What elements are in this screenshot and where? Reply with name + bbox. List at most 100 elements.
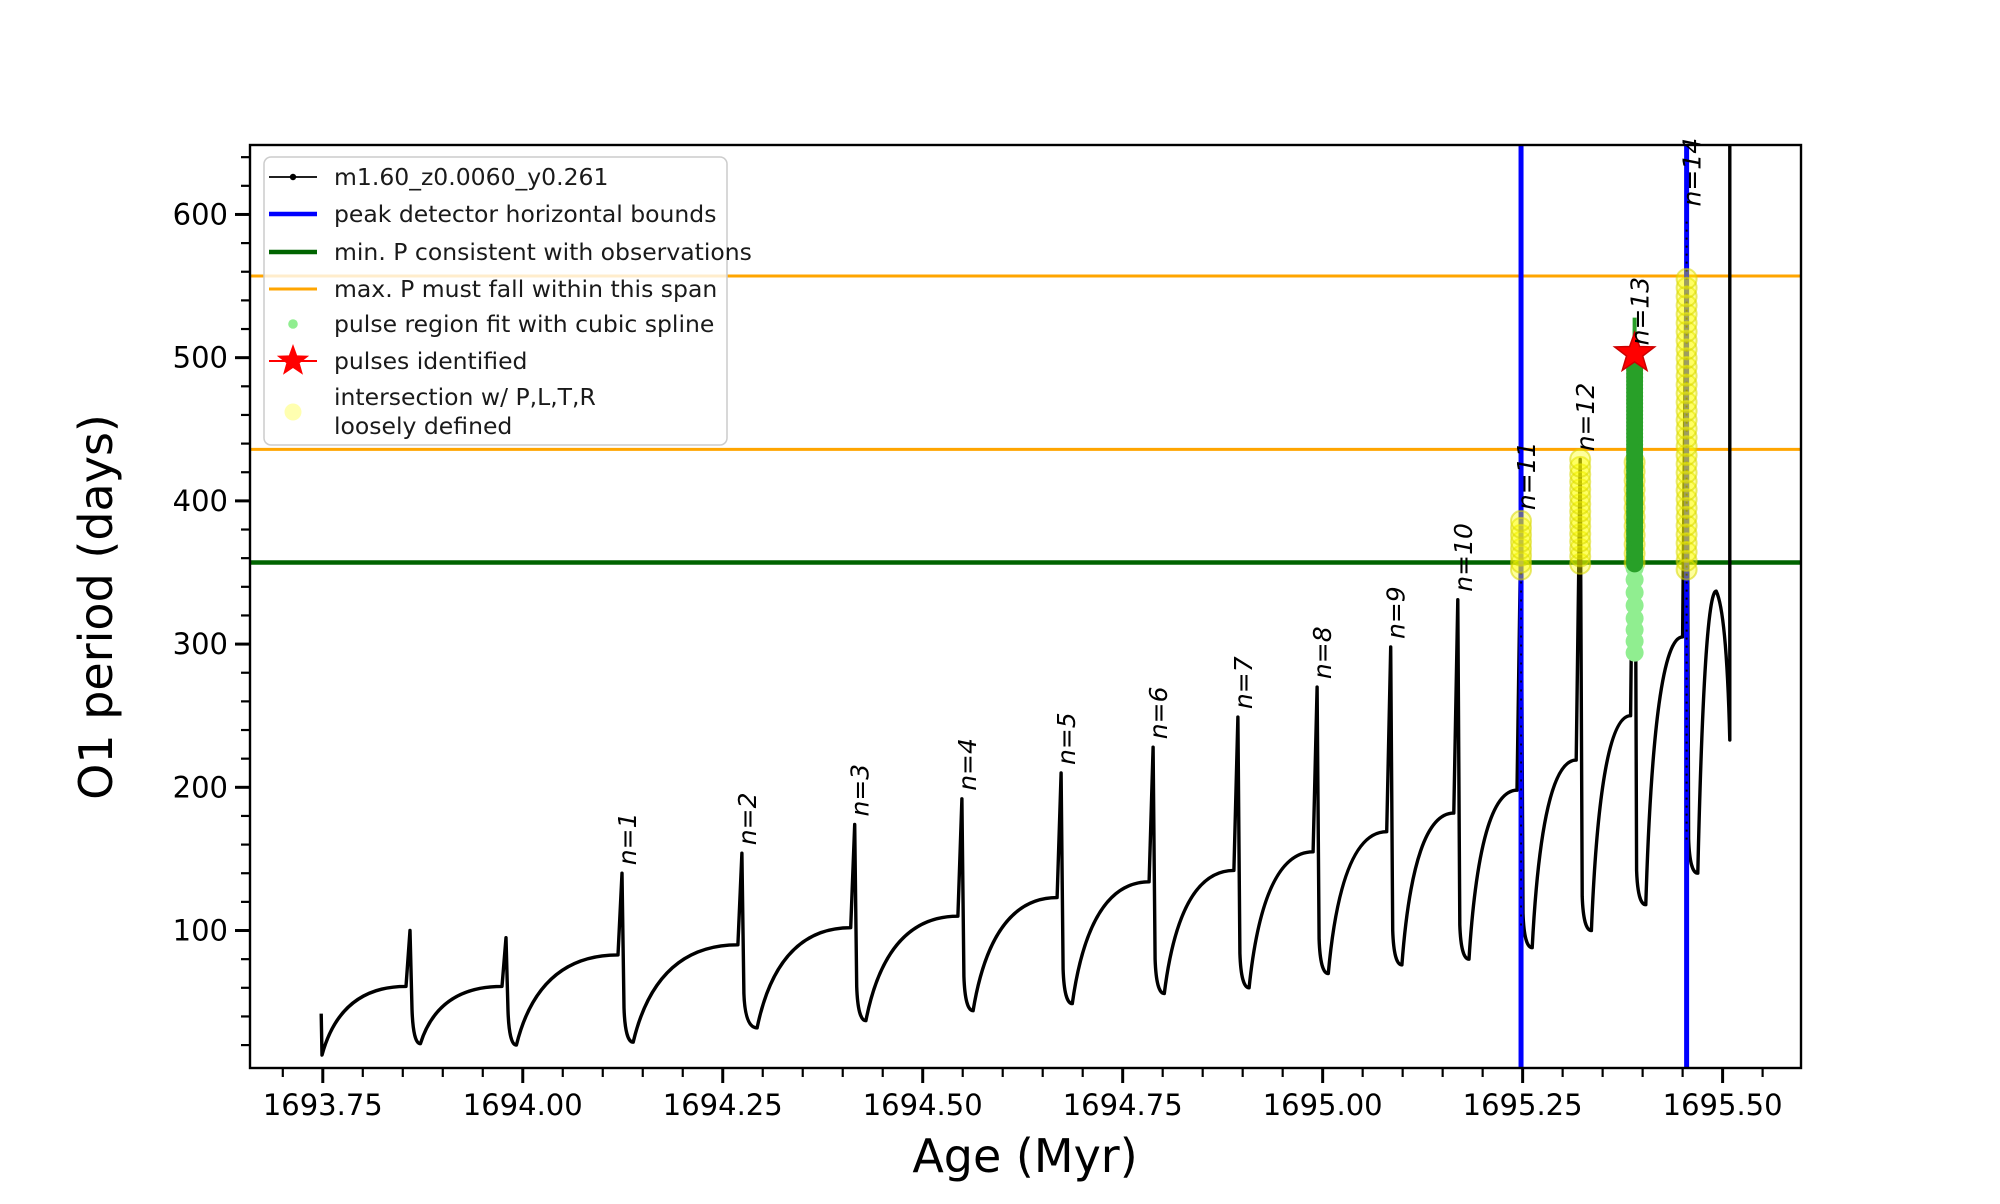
intersection-point (1569, 463, 1592, 486)
intersection-point (1675, 391, 1698, 414)
intersection-point (1675, 470, 1698, 493)
intersection-point (1675, 488, 1698, 511)
y-tick-label: 400 (173, 484, 228, 518)
intersection-point (1675, 347, 1698, 370)
x-tick-label: 1695.00 (1263, 1088, 1383, 1122)
intersection-point (1675, 303, 1698, 326)
intersection-point (1675, 417, 1698, 440)
x-tick-label: 1694.75 (1063, 1088, 1183, 1122)
intersection-point (1675, 496, 1698, 519)
legend-star-sample (276, 344, 310, 375)
intersection-point (1675, 435, 1698, 458)
x-tick-label: 1695.25 (1463, 1088, 1583, 1122)
pulse-star-marker (1612, 330, 1657, 373)
legend-entry: m1.60_z0.0060_y0.261 (269, 163, 608, 191)
intersection-point (1569, 470, 1592, 493)
intersection-point (1675, 364, 1698, 387)
intersection-point (1675, 514, 1698, 537)
legend-entry: peak detector horizontal bounds (269, 200, 716, 228)
intersection-point (1569, 530, 1592, 553)
pulse-label-n3: n=3 (846, 764, 875, 817)
x-tick-label: 1695.50 (1663, 1088, 1783, 1122)
intersection-point (1675, 523, 1698, 546)
legend-label: loosely defined (334, 412, 512, 440)
plot-border (248, 143, 1803, 1070)
intersection-point (1675, 311, 1698, 334)
legend-dot-sample (284, 403, 302, 421)
intersection-point (1675, 329, 1698, 352)
x-tick-label: 1693.75 (263, 1088, 383, 1122)
intersection-point (1569, 537, 1592, 560)
intersection-point (1569, 508, 1592, 531)
y-tick-label: 100 (173, 914, 228, 948)
intersection-point (1569, 523, 1592, 546)
spline-fit-point (1625, 609, 1644, 628)
intersection-point (1675, 505, 1698, 528)
intersection-point (1675, 285, 1698, 308)
intersection-point (1675, 444, 1698, 467)
legend-box (263, 156, 728, 446)
x-axis-label: Age (Myr) (912, 1129, 1137, 1183)
intersection-point (1675, 549, 1698, 572)
pulse-label-n11: n=11 (1512, 441, 1541, 510)
legend-label: peak detector horizontal bounds (334, 200, 716, 228)
series-curve (319, 145, 1732, 1057)
pulse-label-n4: n=4 (953, 738, 982, 791)
legend-entry: pulse region fit with cubic spline (288, 310, 714, 338)
intersection-point (1569, 493, 1592, 516)
intersection-point (1510, 509, 1533, 532)
intersection-point (1675, 541, 1698, 564)
legend-label: max. P must fall within this span (334, 275, 717, 303)
intersection-point (1510, 516, 1533, 539)
intersection-point (1675, 558, 1698, 581)
pulse-label-n5: n=5 (1052, 712, 1081, 765)
x-tick-label: 1694.50 (863, 1088, 983, 1122)
x-tick-label: 1694.25 (663, 1088, 783, 1122)
spline-fit-point (1625, 596, 1644, 615)
legend-dot-sample (288, 319, 298, 329)
pulse-label-n8: n=8 (1308, 626, 1337, 679)
legend-label: m1.60_z0.0060_y0.261 (334, 163, 608, 191)
x-tick-label: 1694.00 (463, 1088, 583, 1122)
intersection-point (1675, 267, 1698, 290)
intersection-point (1675, 373, 1698, 396)
pulse-label-n13: n=13 (1626, 277, 1655, 346)
intersection-point (1569, 455, 1592, 478)
legend-label: intersection w/ P,L,T,R (334, 383, 596, 411)
legend-entry: min. P consistent with observations (269, 238, 752, 266)
intersection-point (1675, 452, 1698, 475)
intersection-point (1675, 408, 1698, 431)
legend-label: pulses identified (334, 347, 527, 375)
pulse-label-n6: n=6 (1144, 686, 1173, 739)
intersection-point (1569, 448, 1592, 471)
pulse-label-n10: n=10 (1449, 523, 1478, 592)
legend-dot-sample (289, 173, 297, 181)
pulse-label-n9: n=9 (1382, 586, 1411, 639)
legend-entry: pulses identified (269, 344, 527, 375)
intersection-point (1569, 500, 1592, 523)
intersection-point (1569, 552, 1592, 575)
y-axis-label: O1 period (days) (69, 414, 123, 800)
legend-label: pulse region fit with cubic spline (334, 310, 714, 338)
intersection-point (1569, 515, 1592, 538)
y-tick-label: 200 (173, 770, 228, 804)
annotation-layer: n=1 n=2 n=3 n=4 n=5 n=6 n=7 n=8 n=9 n=10 n=11 n=12 n… (613, 138, 1707, 865)
intersection-point (1675, 294, 1698, 317)
intersection-point (1569, 485, 1592, 508)
axes-layer: 1693.75 1694.00 1694.25 1694.50 1694.75 1695.… (173, 156, 1783, 1122)
intersection-point (1675, 320, 1698, 343)
intersection-point (1675, 338, 1698, 361)
intersection-point (1675, 426, 1698, 449)
pulse-label-n2: n=2 (733, 792, 762, 845)
intersection-point (1675, 382, 1698, 405)
intersection-point (1675, 532, 1698, 555)
pulse-label-n7: n=7 (1229, 656, 1258, 709)
pulse-label-n14: n=14 (1678, 138, 1707, 207)
intersection-point (1675, 461, 1698, 484)
data-layer (319, 145, 1732, 1068)
intersection-point (1569, 545, 1592, 568)
spline-fit-point (1625, 583, 1644, 602)
